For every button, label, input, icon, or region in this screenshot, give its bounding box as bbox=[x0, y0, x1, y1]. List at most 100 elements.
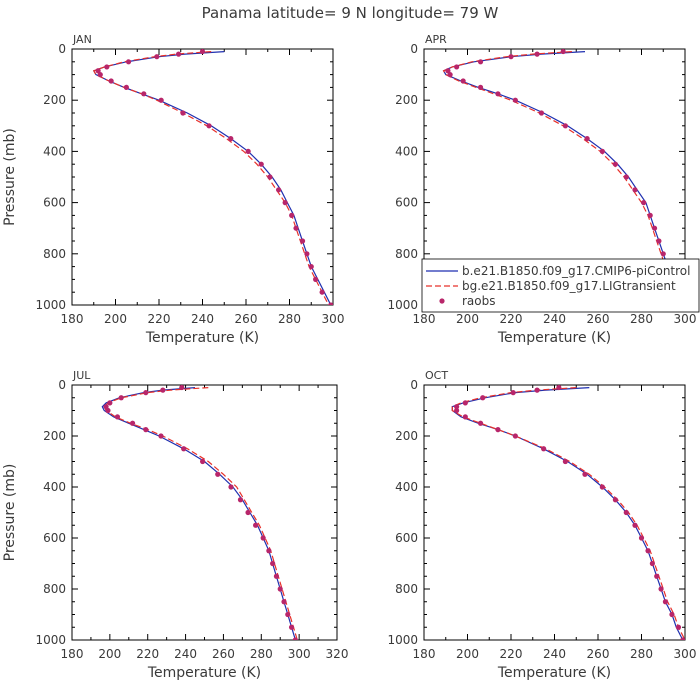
raobs-point bbox=[277, 586, 283, 592]
x-tick-label: 300 bbox=[288, 647, 311, 661]
figure-title: Panama latitude= 9 N longitude= 79 W bbox=[202, 4, 499, 22]
x-tick-label: 220 bbox=[500, 647, 523, 661]
x-tick-label: 240 bbox=[543, 312, 566, 326]
x-tick-label: 240 bbox=[543, 647, 566, 661]
plot-area bbox=[451, 385, 685, 640]
x-tick-label: 240 bbox=[174, 647, 197, 661]
y-tick-label: 0 bbox=[410, 42, 418, 56]
raobs-point bbox=[267, 174, 273, 180]
legend-box bbox=[421, 258, 700, 313]
raobs-point bbox=[560, 49, 566, 55]
y-tick-label: 400 bbox=[395, 480, 418, 494]
series-line-picontrol bbox=[92, 51, 332, 305]
x-tick-label: 260 bbox=[212, 647, 235, 661]
raobs-point bbox=[158, 433, 164, 439]
raobs-point bbox=[641, 200, 647, 206]
y-tick-label: 600 bbox=[43, 196, 66, 210]
raobs-point bbox=[228, 484, 234, 490]
raobs-point bbox=[477, 84, 484, 90]
x-tick-label: 220 bbox=[148, 312, 171, 326]
series-line-lig bbox=[92, 51, 330, 305]
x-tick-label: 180 bbox=[413, 647, 436, 661]
raobs-point bbox=[647, 212, 653, 218]
raobs-point bbox=[141, 91, 147, 97]
raobs-point bbox=[299, 238, 306, 244]
raobs-point bbox=[215, 471, 221, 477]
raobs-point bbox=[97, 72, 103, 78]
raobs-point bbox=[328, 302, 333, 305]
panel-apr: APR 180 200 220 240 260 280 300 0 200 400 600 800 100… bbox=[387, 33, 700, 346]
y-tick-label: 600 bbox=[43, 531, 66, 545]
raobs-point bbox=[447, 72, 453, 78]
raobs-point bbox=[175, 51, 182, 57]
y-tick-label: 1000 bbox=[35, 298, 66, 312]
raobs-point bbox=[260, 535, 266, 541]
raobs-point bbox=[123, 84, 129, 90]
raobs-point bbox=[662, 599, 669, 605]
x-tick-label: 280 bbox=[278, 312, 301, 326]
raobs-point bbox=[143, 390, 149, 396]
raobs-point bbox=[125, 59, 132, 65]
plot-area bbox=[92, 49, 333, 305]
raobs-point bbox=[669, 611, 675, 618]
legend: b.e21.B1850.f09_g17.CMIP6-piControlbg.e2… bbox=[421, 258, 700, 313]
raobs-point bbox=[253, 522, 259, 528]
x-tick-label: 180 bbox=[61, 312, 84, 326]
raobs-point bbox=[658, 586, 664, 592]
raobs-point bbox=[645, 548, 651, 554]
x-tick-label: 200 bbox=[456, 312, 479, 326]
raobs-point bbox=[632, 187, 638, 193]
y-tick-label: 400 bbox=[395, 144, 418, 158]
x-tick-label: 280 bbox=[250, 647, 273, 661]
raobs-point bbox=[288, 624, 295, 630]
raobs-point bbox=[270, 560, 276, 567]
x-axis-label: Temperature (K) bbox=[145, 330, 259, 346]
panels: JAN 180 200 220 240 260 280 300 0 200 400 600 800 100… bbox=[2, 33, 700, 681]
raobs-point bbox=[538, 110, 545, 116]
raobs-point bbox=[281, 599, 287, 605]
raobs-point bbox=[104, 64, 110, 70]
x-tick-label: 280 bbox=[630, 647, 653, 661]
raobs-point bbox=[206, 123, 212, 129]
y-tick-label: 1000 bbox=[35, 633, 66, 647]
raobs-point bbox=[480, 395, 486, 401]
raobs-point bbox=[308, 264, 314, 270]
raobs-point bbox=[154, 54, 160, 60]
raobs-point bbox=[108, 78, 114, 84]
raobs-point bbox=[534, 387, 540, 393]
raobs-point bbox=[495, 427, 501, 433]
raobs-point bbox=[462, 414, 468, 420]
raobs-point bbox=[200, 458, 206, 465]
raobs-point bbox=[623, 509, 629, 516]
panel-label: OCT bbox=[425, 369, 448, 382]
raobs-point bbox=[460, 78, 466, 84]
raobs-point bbox=[179, 385, 185, 391]
y-tick-label: 200 bbox=[395, 429, 418, 443]
raobs-point bbox=[273, 573, 280, 579]
y-tick-label: 800 bbox=[395, 247, 418, 261]
raobs-point bbox=[512, 97, 518, 103]
x-axis-label: Temperature (K) bbox=[497, 330, 611, 346]
plot-frame bbox=[71, 48, 334, 306]
y-tick-label: 200 bbox=[43, 429, 66, 443]
raobs-point bbox=[445, 68, 451, 74]
raobs-point bbox=[158, 97, 164, 103]
y-axis-label: Pressure (mb) bbox=[2, 128, 18, 226]
raobs-point bbox=[534, 51, 540, 57]
raobs-point bbox=[477, 59, 484, 65]
x-tick-label: 320 bbox=[326, 647, 349, 661]
y-tick-label: 600 bbox=[395, 196, 418, 210]
raobs-point bbox=[454, 404, 460, 410]
raobs-point bbox=[654, 573, 660, 579]
panel-oct: OCT 180 200 220 240 260 280 300 0 200 400 600 800 100… bbox=[387, 369, 696, 681]
raobs-point bbox=[293, 225, 299, 231]
raobs-point bbox=[454, 64, 460, 70]
legend-entry-label: bg.e21.B1850.f09_g17.LIGtransient bbox=[462, 279, 676, 293]
panel-label: JAN bbox=[72, 33, 92, 46]
raobs-point bbox=[180, 110, 186, 116]
plot-frame bbox=[423, 384, 686, 641]
x-tick-label: 200 bbox=[98, 647, 121, 661]
raobs-point bbox=[266, 548, 272, 554]
panel-jan: JAN 180 200 220 240 260 280 300 0 200 400 600 800 100… bbox=[2, 33, 344, 346]
